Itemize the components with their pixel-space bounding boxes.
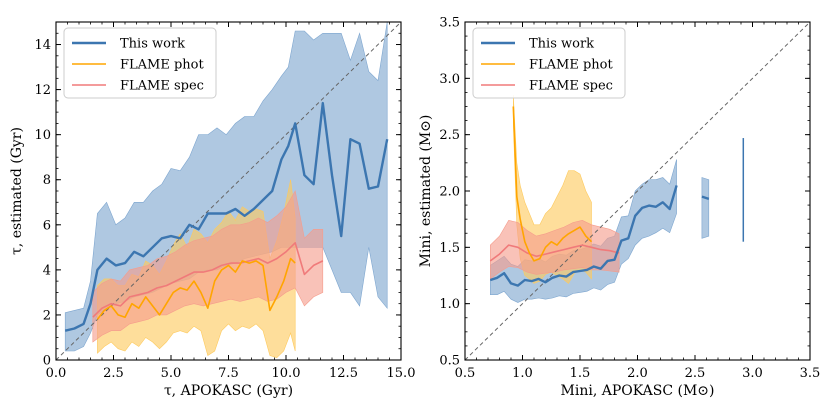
x-tick-label: 12.5: [329, 366, 358, 381]
x-tick-label: 7.5: [218, 366, 239, 381]
y-tick-label: 3.5: [439, 16, 460, 31]
x-axis-label: Mini, APOKASC (M⊙): [561, 383, 715, 399]
y-tick-label: 1.5: [439, 241, 460, 256]
this-work-band-segment: [701, 177, 710, 239]
flame-spec-band: [490, 219, 620, 280]
x-tick-label: 0.5: [455, 366, 476, 381]
right-panel-mass: 0.5 1.0 1.5 2.0 2.5 3.0 3.5 0.5 1.0 1.5 2.0 2.5 3.0 3…: [418, 16, 820, 400]
flame-phot-line: [96, 257, 296, 320]
left-panel-age: 0.0 2.5 5.0 7.5 10.0 12.5 15.0 0 2 4 6 8 10 12 14 τ, AP…: [9, 21, 416, 399]
y-tick-label: 8: [43, 173, 51, 188]
y-axis-label: τ, estimated (Gyr): [9, 127, 25, 255]
y-tick-label: 14: [34, 38, 51, 53]
x-tick-label: 5.0: [161, 366, 182, 381]
x-tick-label: 2.0: [627, 366, 648, 381]
x-tick-label: 2.5: [103, 366, 124, 381]
legend-entry: FLAME phot: [120, 58, 204, 73]
y-tick-label: 4: [43, 263, 51, 278]
legend-entry: FLAME spec: [120, 79, 204, 94]
x-tick-label: 3.0: [742, 366, 763, 381]
this-work-line: [64, 101, 389, 332]
legend: [472, 27, 626, 99]
this-work-line: [489, 185, 678, 287]
x-tick-label: 3.5: [800, 366, 821, 381]
x-axis-label: τ, APOKASC (Gyr): [164, 383, 293, 399]
y-tick-label: 0.5: [439, 354, 460, 369]
y-tick-label: 1.0: [439, 297, 460, 312]
x-tick-label: 1.5: [570, 366, 591, 381]
this-work-line-segment: [701, 195, 710, 201]
legend-entry: This work: [529, 37, 594, 52]
y-tick-label: 0: [43, 354, 51, 369]
legend-entry: FLAME phot: [529, 58, 613, 73]
legend: [63, 27, 217, 99]
y-axis-label: Mini, estimated (M⊙): [418, 115, 434, 268]
identity-line: [465, 22, 810, 360]
flame-spec-line: [92, 242, 324, 318]
flame-spec-band: [92, 190, 324, 343]
legend-entry: FLAME spec: [529, 79, 613, 94]
x-tick-label: 10.0: [272, 366, 301, 381]
y-tick-label: 2.0: [439, 185, 460, 200]
flame-spec-line: [489, 244, 620, 262]
y-tick-label: 2.5: [439, 128, 460, 143]
y-tick-label: 10: [34, 128, 51, 143]
flame-phot-line: [512, 106, 593, 262]
y-tick-label: 2: [43, 308, 51, 323]
x-tick-label: 2.5: [685, 366, 706, 381]
x-tick-label: 1.0: [512, 366, 533, 381]
x-tick-label: 0.0: [46, 366, 67, 381]
plot-area: [56, 22, 401, 360]
y-tick-label: 12: [34, 83, 51, 98]
y-tick-label: 3.0: [439, 72, 460, 87]
y-tick-label: 6: [43, 218, 51, 233]
legend-entry: This work: [120, 37, 185, 52]
x-tick-label: 15.0: [387, 366, 416, 381]
plot-area: [465, 22, 810, 360]
